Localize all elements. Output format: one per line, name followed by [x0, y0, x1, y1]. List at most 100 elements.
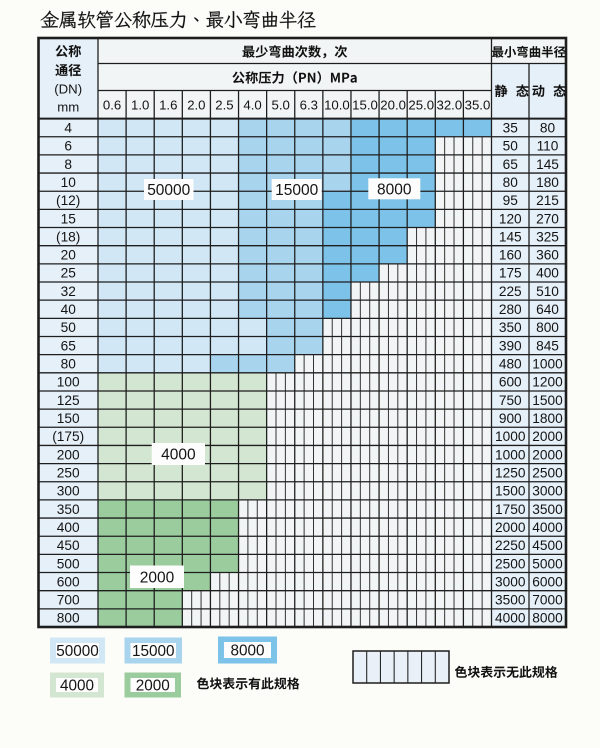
svg-text:1.0: 1.0: [131, 97, 149, 112]
svg-text:350: 350: [499, 320, 522, 335]
svg-text:4000: 4000: [532, 520, 563, 535]
svg-text:80: 80: [61, 357, 77, 372]
svg-text:2000: 2000: [140, 569, 175, 586]
svg-text:(18): (18): [56, 229, 80, 244]
svg-text:5000: 5000: [532, 556, 563, 571]
svg-text:4000: 4000: [60, 677, 94, 694]
svg-text:2000: 2000: [532, 447, 563, 462]
svg-text:900: 900: [499, 411, 522, 426]
svg-text:4000: 4000: [495, 611, 526, 626]
svg-text:8000: 8000: [230, 642, 264, 659]
svg-text:50: 50: [503, 139, 519, 154]
svg-text:1800: 1800: [532, 411, 563, 426]
svg-text:32: 32: [61, 284, 76, 299]
svg-text:145: 145: [499, 229, 522, 244]
svg-text:5.0: 5.0: [272, 97, 290, 112]
svg-text:6.3: 6.3: [300, 97, 318, 112]
svg-text:480: 480: [499, 357, 522, 372]
svg-text:845: 845: [536, 338, 559, 353]
svg-text:2.0: 2.0: [187, 97, 205, 112]
svg-text:800: 800: [536, 320, 559, 335]
svg-text:35.0: 35.0: [465, 97, 491, 112]
svg-text:3500: 3500: [495, 593, 526, 608]
svg-text:180: 180: [536, 175, 559, 190]
svg-text:10.0: 10.0: [324, 97, 350, 112]
svg-text:3000: 3000: [532, 484, 563, 499]
svg-text:145: 145: [536, 157, 559, 172]
svg-text:3000: 3000: [495, 574, 526, 589]
svg-text:95: 95: [503, 193, 519, 208]
svg-text:2000: 2000: [532, 429, 563, 444]
svg-text:6000: 6000: [532, 574, 563, 589]
svg-text:80: 80: [503, 175, 519, 190]
svg-text:25.0: 25.0: [408, 97, 434, 112]
svg-text:225: 225: [499, 284, 522, 299]
svg-text:600: 600: [499, 375, 522, 390]
svg-text:1500: 1500: [495, 484, 526, 499]
svg-text:400: 400: [536, 266, 559, 281]
svg-text:0.6: 0.6: [103, 97, 121, 112]
svg-text:50000: 50000: [147, 182, 190, 199]
svg-text:50: 50: [61, 320, 77, 335]
svg-text:125: 125: [57, 393, 80, 408]
svg-text:120: 120: [499, 211, 522, 226]
svg-text:175: 175: [499, 266, 522, 281]
svg-text:(DN): (DN): [54, 82, 82, 97]
svg-text:1200: 1200: [532, 375, 563, 390]
svg-text:1000: 1000: [532, 357, 563, 372]
svg-text:640: 640: [536, 302, 559, 317]
svg-text:325: 325: [536, 229, 559, 244]
svg-text:750: 750: [499, 393, 522, 408]
svg-text:80: 80: [540, 120, 556, 135]
svg-text:25: 25: [61, 266, 77, 281]
svg-text:160: 160: [499, 248, 522, 263]
svg-text:10: 10: [61, 175, 77, 190]
svg-text:8: 8: [64, 157, 72, 172]
svg-text:700: 700: [57, 593, 80, 608]
svg-text:65: 65: [503, 157, 519, 172]
svg-text:mm: mm: [57, 100, 79, 115]
svg-text:215: 215: [536, 193, 559, 208]
svg-text:280: 280: [499, 302, 522, 317]
svg-text:15.0: 15.0: [352, 97, 378, 112]
svg-text:1000: 1000: [495, 429, 526, 444]
svg-text:500: 500: [57, 556, 80, 571]
svg-text:1.6: 1.6: [159, 97, 177, 112]
svg-text:150: 150: [57, 411, 80, 426]
svg-text:4500: 4500: [532, 538, 563, 553]
svg-text:270: 270: [536, 211, 559, 226]
svg-text:390: 390: [499, 338, 522, 353]
svg-text:15000: 15000: [275, 182, 318, 199]
svg-text:2.5: 2.5: [215, 97, 233, 112]
svg-text:20: 20: [61, 248, 77, 263]
svg-text:2250: 2250: [495, 538, 526, 553]
svg-text:7000: 7000: [532, 593, 563, 608]
svg-text:100: 100: [57, 375, 80, 390]
svg-text:65: 65: [61, 338, 77, 353]
svg-text:110: 110: [537, 139, 559, 154]
svg-text:400: 400: [57, 520, 80, 535]
svg-text:8000: 8000: [532, 611, 563, 626]
svg-text:1000: 1000: [495, 447, 526, 462]
svg-text:2000: 2000: [495, 520, 526, 535]
svg-text:40: 40: [61, 302, 77, 317]
svg-text:200: 200: [57, 447, 80, 462]
svg-text:4: 4: [64, 120, 72, 135]
svg-text:2500: 2500: [532, 465, 563, 480]
svg-text:2500: 2500: [495, 556, 526, 571]
svg-text:15: 15: [61, 211, 77, 226]
svg-text:350: 350: [57, 502, 80, 517]
svg-text:(12): (12): [56, 193, 80, 208]
svg-text:300: 300: [57, 484, 80, 499]
svg-text:4000: 4000: [161, 447, 196, 464]
svg-text:1750: 1750: [495, 502, 526, 517]
svg-text:360: 360: [536, 248, 559, 263]
svg-text:3500: 3500: [532, 502, 563, 517]
svg-text:32.0: 32.0: [437, 97, 463, 112]
svg-text:4.0: 4.0: [243, 97, 261, 112]
svg-text:1250: 1250: [495, 465, 526, 480]
svg-text:600: 600: [57, 574, 80, 589]
svg-text:450: 450: [57, 538, 80, 553]
svg-text:20.0: 20.0: [380, 97, 406, 112]
svg-text:(175): (175): [52, 429, 84, 444]
